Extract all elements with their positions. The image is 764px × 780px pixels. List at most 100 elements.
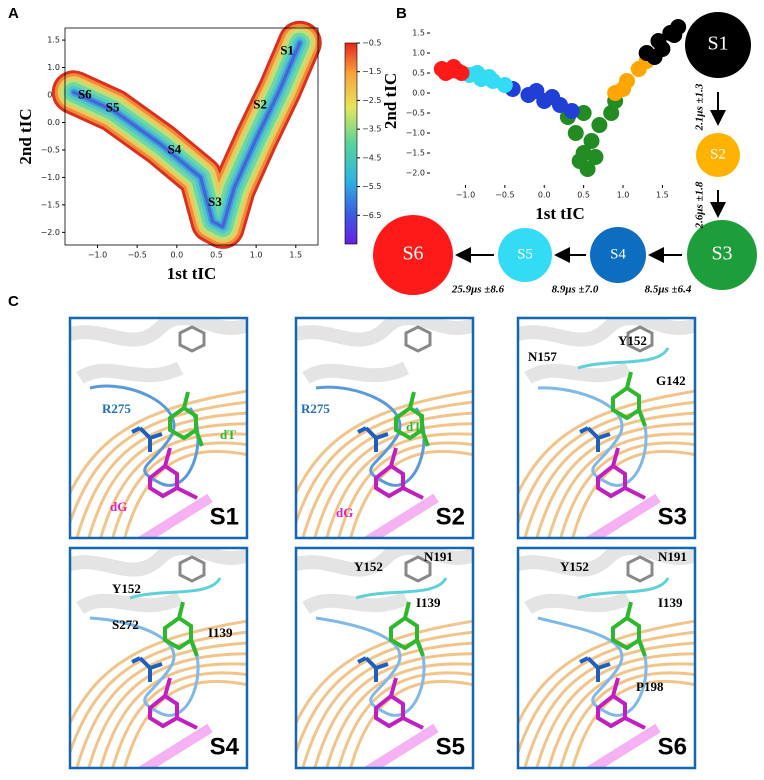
x-axis-label: 1st tIC: [535, 204, 585, 223]
residue-label: N191: [424, 549, 453, 564]
residue: [404, 325, 432, 353]
state-circle: [590, 227, 646, 283]
nucleotide-dG: [374, 677, 424, 730]
state-circle: [498, 228, 552, 282]
colorbar-tick-label: −3.5: [362, 125, 381, 134]
protein-cartoon: [70, 548, 247, 615]
dna-strand: [523, 411, 695, 538]
state-tag: S4: [210, 733, 240, 760]
x-tick-label: 0.5: [577, 191, 590, 200]
residue-label: P198: [636, 679, 664, 694]
residue-label: R275: [301, 401, 330, 416]
state-circle: [373, 215, 453, 295]
loop: [537, 616, 648, 717]
state-circle: [696, 133, 740, 177]
background: [70, 548, 247, 768]
dna-strand: [301, 641, 473, 768]
y-tick-label: 1.0: [47, 63, 60, 72]
state-annotation: S5: [106, 100, 120, 115]
scatter-point: [666, 27, 683, 43]
loop: [577, 347, 670, 370]
dna-strand: [111, 441, 247, 538]
nucleotide-dG: [596, 447, 646, 500]
residue: [131, 656, 163, 682]
panel-label: B: [396, 5, 407, 22]
panel-border: [294, 316, 475, 540]
panel-border: [68, 316, 249, 540]
y-tick-label: 1.5: [47, 36, 60, 45]
residue-label: I139: [416, 595, 441, 610]
structure-panel: N157 Y152 G142 S3: [516, 316, 697, 540]
y-tick-label: −0.5: [406, 109, 425, 118]
dna-strand: [518, 630, 695, 757]
residue-label: dG: [110, 499, 127, 514]
transition-time: 25.9μs ±8.6: [451, 284, 505, 296]
dna-strand: [70, 619, 247, 727]
dna-strand: [301, 411, 473, 538]
state-annotation: S4: [168, 141, 182, 156]
background: [518, 318, 695, 538]
state-annotation: S2: [253, 96, 267, 111]
scatter-point: [496, 77, 513, 93]
state-label: S1: [707, 33, 728, 55]
dna-strand: [518, 619, 695, 727]
loop: [577, 577, 670, 600]
protein-cartoon: [70, 318, 247, 385]
dna-strand: [87, 652, 247, 768]
y-tick-label: 0.0: [47, 118, 60, 127]
plot-frame: [64, 27, 319, 246]
scatter-point: [567, 125, 584, 141]
structure-panel: Y152 S272 I139 S4: [68, 546, 249, 770]
residue: [178, 555, 206, 583]
nucleotide-dT: [163, 601, 199, 657]
protein-cartoon: [296, 318, 473, 385]
nucleotide-dG: [148, 447, 198, 500]
state-tag: S3: [658, 503, 687, 530]
structure-panel: R275 dT dG S2: [294, 316, 475, 540]
dna-strand: [296, 619, 473, 727]
panel-label: C: [8, 293, 19, 310]
x-axis-label: 1st tIC: [167, 264, 217, 283]
colorbar-tick-label: −0.5: [362, 39, 381, 48]
dna-strand: [70, 630, 247, 757]
scatter-point: [544, 89, 561, 105]
dna-backbone: [362, 493, 439, 538]
dna-strand: [87, 422, 247, 538]
protein-cartoon: [518, 548, 695, 615]
structure-art: [70, 548, 247, 768]
colorbar-tick-label: −1.5: [362, 67, 381, 76]
nucleotide-dG: [374, 447, 424, 500]
residue-label: S272: [112, 617, 139, 632]
dna-strand: [325, 432, 473, 538]
state-annotation: S6: [78, 87, 92, 102]
dna-strand: [518, 389, 695, 497]
dna-strand: [337, 441, 473, 538]
panel-border: [516, 546, 697, 770]
dna-strand: [559, 441, 695, 538]
protein-cartoon: [518, 318, 695, 385]
transition-time: 2.1μs ±1.3: [694, 83, 706, 131]
residue-label: Y152: [618, 333, 647, 348]
background: [518, 548, 695, 768]
y-tick-label: 1.5: [412, 29, 425, 38]
contour-band: [72, 41, 302, 229]
scatter-point: [615, 81, 632, 97]
panel-border: [516, 316, 697, 540]
scatter-point: [583, 133, 600, 149]
dna-strand: [337, 671, 473, 768]
x-tick-label: 0.0: [170, 251, 183, 260]
state-tag: S1: [210, 503, 239, 530]
dna-backbone: [362, 723, 439, 768]
y-tick-label: 0.0: [412, 89, 425, 98]
background: [70, 318, 247, 538]
structure-art: [70, 318, 247, 538]
scatter-point: [571, 153, 588, 169]
dna-strand: [325, 662, 473, 768]
loop: [89, 616, 200, 717]
state-label: S2: [710, 146, 726, 162]
dna-strand: [70, 400, 247, 527]
y-tick-label: 1.0: [412, 49, 425, 58]
transition-time: 8.9μs ±7.0: [552, 284, 599, 296]
